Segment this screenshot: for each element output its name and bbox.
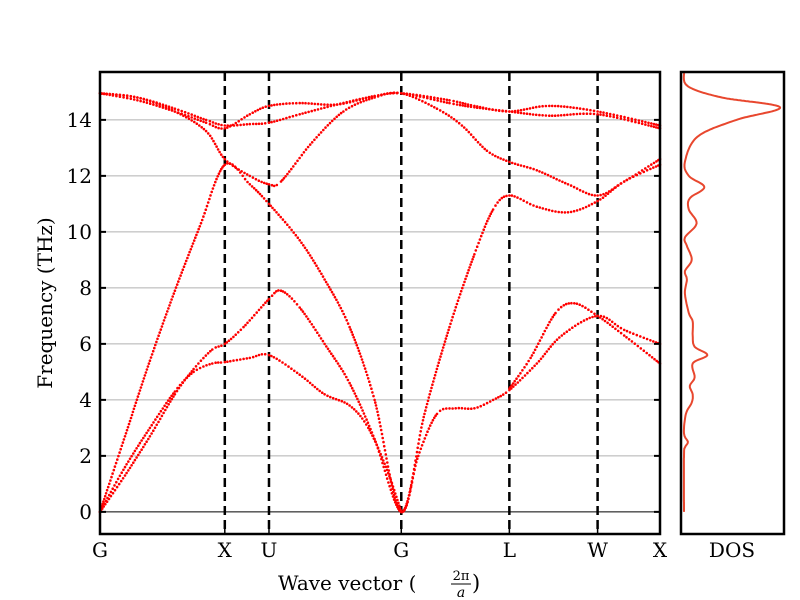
x-tick-label: U (261, 538, 278, 562)
x-tick-label: L (503, 538, 516, 562)
x-tick-label: X (653, 538, 668, 562)
y-tick-label: 10 (67, 220, 92, 244)
band-structure-plot: 0 2 4 6 8 10 12 14 G X U G L W X Frequency (THz) Wave… (33, 70, 668, 600)
x-tick-label: X (218, 538, 233, 562)
y-gridlines (100, 119, 660, 457)
y-tick-label: 8 (79, 276, 92, 300)
y-axis-ticks: 0 2 4 6 8 10 12 14 (67, 108, 660, 524)
high-symmetry-lines (223, 72, 599, 534)
svg-text:a: a (457, 585, 465, 600)
dos-x-label: DOS (709, 538, 755, 562)
y-axis-label: Frequency (THz) (33, 217, 57, 388)
svg-text:): ) (472, 571, 480, 595)
y-tick-label: 14 (67, 108, 92, 132)
svg-text:2π: 2π (453, 569, 470, 584)
x-axis-label: Wave vector ( (278, 571, 416, 595)
band-acoustic-LA (98, 162, 662, 514)
band-optical-2 (98, 91, 662, 130)
dos-plot: DOS (679, 70, 786, 562)
y-tick-label: 2 (79, 444, 92, 468)
y-tick-label: 6 (79, 332, 92, 356)
dos-curve (682, 72, 782, 512)
dos-plot-frame (679, 70, 786, 536)
y-tick-label: 12 (67, 164, 92, 188)
band-optical-1 (98, 91, 662, 130)
y-tick-label: 4 (79, 388, 92, 412)
y-tick-label: 0 (79, 500, 92, 524)
x-axis-label-fraction: 2π a ) (451, 569, 480, 600)
band-acoustic-TA2 (98, 289, 662, 514)
x-tick-label: W (587, 538, 608, 562)
band-acoustic-TA-LW (508, 301, 662, 390)
band-acoustic-TA1 (98, 352, 403, 514)
x-tick-label: G (393, 538, 409, 562)
main-plot-frame (98, 70, 662, 536)
phonon-bands (98, 91, 662, 514)
x-tick-label: G (92, 538, 108, 562)
